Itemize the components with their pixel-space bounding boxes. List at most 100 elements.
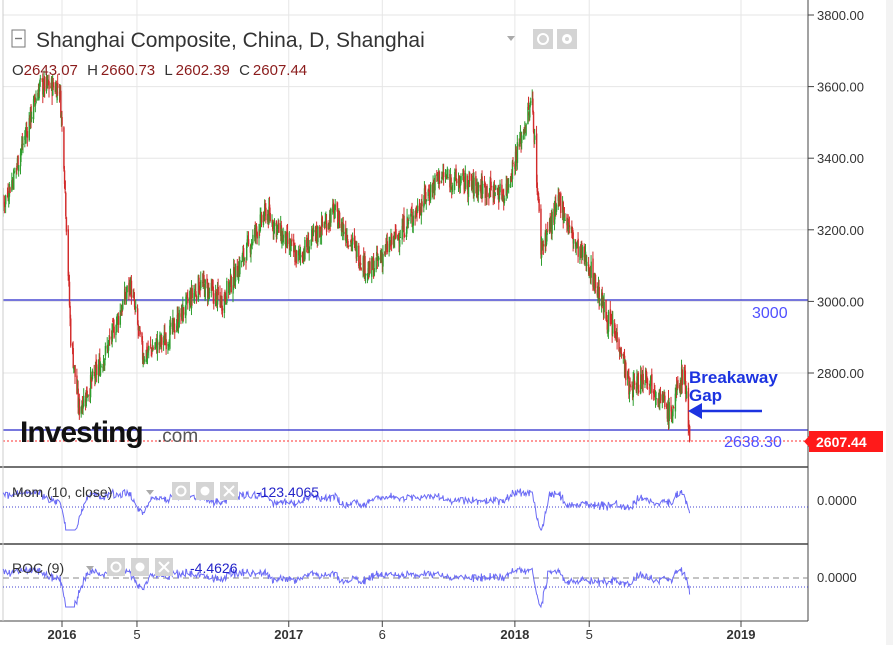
candle (146, 349, 149, 365)
time-tick-label: 6 (379, 627, 386, 642)
candle (291, 233, 293, 247)
time-tick-label: 2017 (274, 627, 303, 642)
candle (677, 376, 679, 390)
candle (670, 396, 672, 420)
close-icon[interactable] (155, 558, 173, 576)
candle (399, 229, 402, 239)
candle (563, 207, 566, 218)
candle (293, 245, 296, 251)
candle (109, 328, 111, 346)
candle (632, 371, 635, 406)
candle (119, 303, 122, 328)
candle (65, 216, 68, 236)
candle (619, 347, 621, 358)
price-axis[interactable]: 3800.00 3600.00 3400.00 3200.00 3000.00 2800.… (808, 8, 864, 381)
time-tick-label: 2018 (500, 627, 529, 642)
candle (13, 167, 16, 174)
candle (93, 364, 96, 377)
candle (141, 331, 143, 345)
candle (204, 278, 206, 302)
candle (180, 308, 182, 325)
candle (421, 194, 423, 213)
candle (681, 364, 683, 394)
close-value: 2607.44 (253, 62, 307, 79)
candle (428, 184, 430, 193)
close-icon[interactable] (220, 482, 238, 500)
candle (473, 172, 475, 202)
candle (107, 339, 110, 358)
candle (432, 175, 434, 200)
candle (216, 281, 219, 312)
candle (418, 199, 421, 219)
visibility-icon[interactable] (172, 482, 190, 500)
candle (546, 230, 548, 242)
price-tick-label: 3800.00 (817, 8, 864, 23)
candle (17, 154, 19, 171)
candle (325, 211, 327, 221)
candle (95, 354, 97, 368)
candle (405, 226, 408, 241)
candle (250, 244, 252, 263)
candle (199, 281, 201, 298)
candle (116, 313, 118, 333)
candle (206, 274, 208, 289)
candle (164, 323, 166, 346)
chevron-down-icon[interactable] (146, 490, 154, 495)
candle (511, 159, 514, 188)
candle (265, 203, 267, 224)
candle (316, 221, 318, 244)
candle (71, 342, 74, 355)
candle (584, 253, 586, 267)
candle (648, 383, 651, 396)
settings-gear-icon[interactable] (131, 558, 149, 576)
time-axis[interactable]: 2016 5 2017 6 2018 5 2019 (48, 621, 756, 642)
candle (567, 214, 569, 235)
candle (213, 290, 215, 310)
candle (301, 251, 304, 264)
candle (427, 188, 429, 201)
candle (161, 334, 163, 353)
candle (644, 367, 647, 384)
scrollbar[interactable] (886, 0, 893, 645)
candle (423, 195, 425, 213)
time-tick-label: 5 (133, 627, 140, 642)
candle (173, 317, 175, 333)
visibility-icon[interactable] (107, 558, 125, 576)
candle (260, 211, 263, 228)
settings-gear-icon[interactable] (557, 29, 577, 49)
candle (310, 239, 312, 250)
candle (644, 380, 646, 389)
candle (581, 245, 584, 261)
candle (86, 386, 88, 397)
candle (293, 233, 295, 257)
candle (174, 323, 176, 339)
candle (415, 205, 418, 218)
candle (256, 230, 258, 245)
momentum-pane[interactable] (2, 488, 808, 531)
candle (247, 231, 250, 247)
collapse-icon[interactable] (11, 29, 26, 48)
candle (332, 199, 335, 214)
chevron-down-icon[interactable] (507, 36, 515, 41)
chevron-down-icon[interactable] (86, 566, 94, 571)
candle (172, 309, 174, 335)
candle (495, 184, 497, 191)
candle (72, 341, 74, 369)
candle (241, 252, 244, 262)
candle (68, 274, 71, 308)
visibility-icon[interactable] (533, 29, 553, 49)
candle (142, 352, 144, 368)
candle (35, 90, 37, 104)
candle (151, 339, 154, 352)
candle (346, 228, 348, 248)
settings-gear-icon[interactable] (196, 482, 214, 500)
candle (215, 284, 217, 307)
candle (354, 236, 356, 251)
candle (208, 287, 211, 300)
candle (470, 173, 473, 191)
candle (74, 364, 76, 385)
candle (89, 366, 92, 404)
candle (299, 244, 301, 263)
candle (519, 131, 521, 147)
